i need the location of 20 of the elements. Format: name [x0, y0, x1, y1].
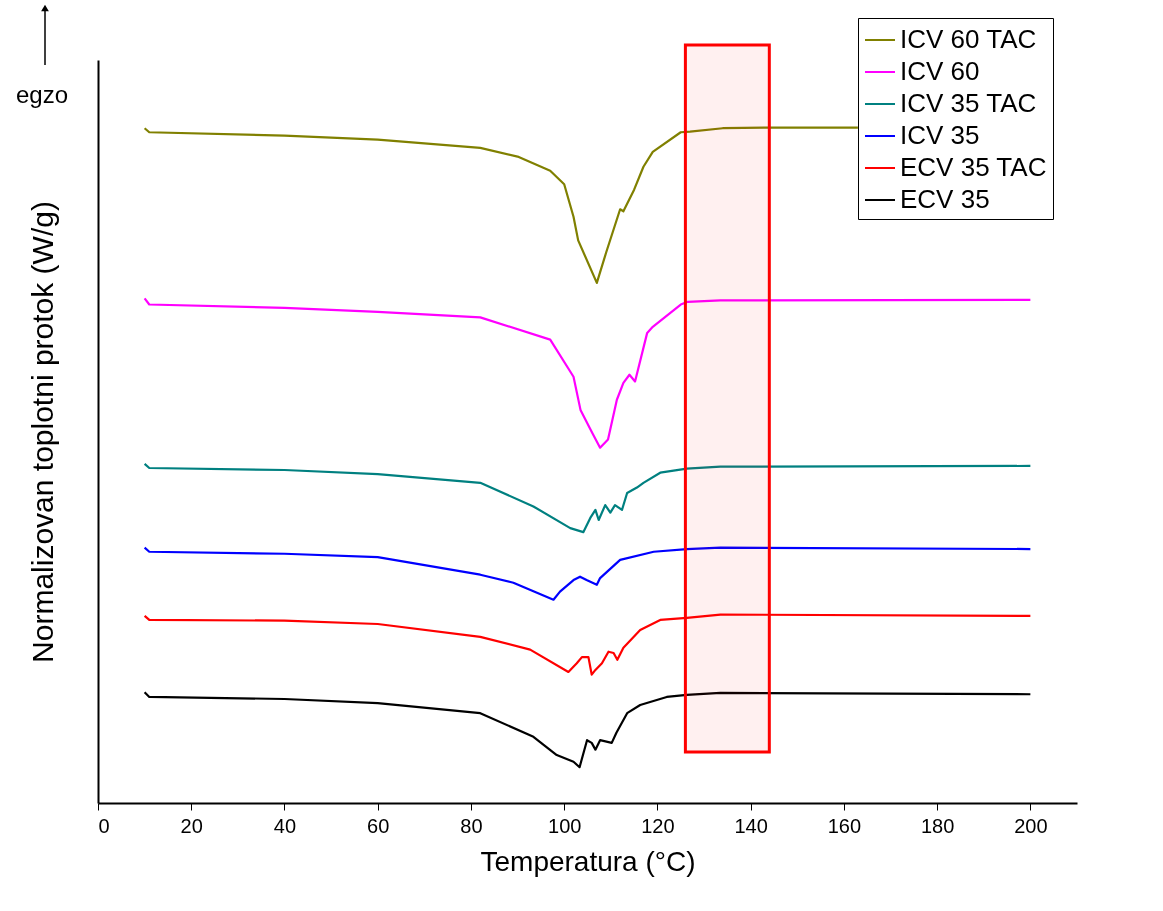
x-tick-label: 20: [180, 814, 203, 837]
x-tick-label: 0: [98, 814, 110, 837]
x-tick-label: 80: [460, 814, 483, 837]
legend-label: ECV 35 TAC: [900, 152, 1047, 182]
legend-label: ECV 35: [900, 184, 990, 214]
legend-label: ICV 60 TAC: [900, 24, 1037, 54]
legend-label: ICV 35: [900, 120, 980, 150]
legend-label: ICV 60: [900, 56, 980, 86]
x-tick-label: 100: [548, 814, 582, 837]
y-axis-title: Normalizovan toplotni protok (W/g): [25, 201, 59, 663]
x-tick-label: 180: [920, 814, 955, 837]
x-axis-title: Temperatura (°C): [480, 845, 696, 877]
x-tick-label: 140: [734, 814, 768, 837]
x-tick-label: 120: [641, 814, 675, 837]
x-tick-label: 200: [1014, 814, 1048, 837]
x-tick-label: 60: [367, 814, 390, 837]
x-tick-label: 40: [273, 814, 297, 837]
x-tick-label: 160: [827, 814, 862, 837]
text: egzo: [15, 81, 69, 108]
legend-label: ICV 35 TAC: [900, 88, 1037, 118]
